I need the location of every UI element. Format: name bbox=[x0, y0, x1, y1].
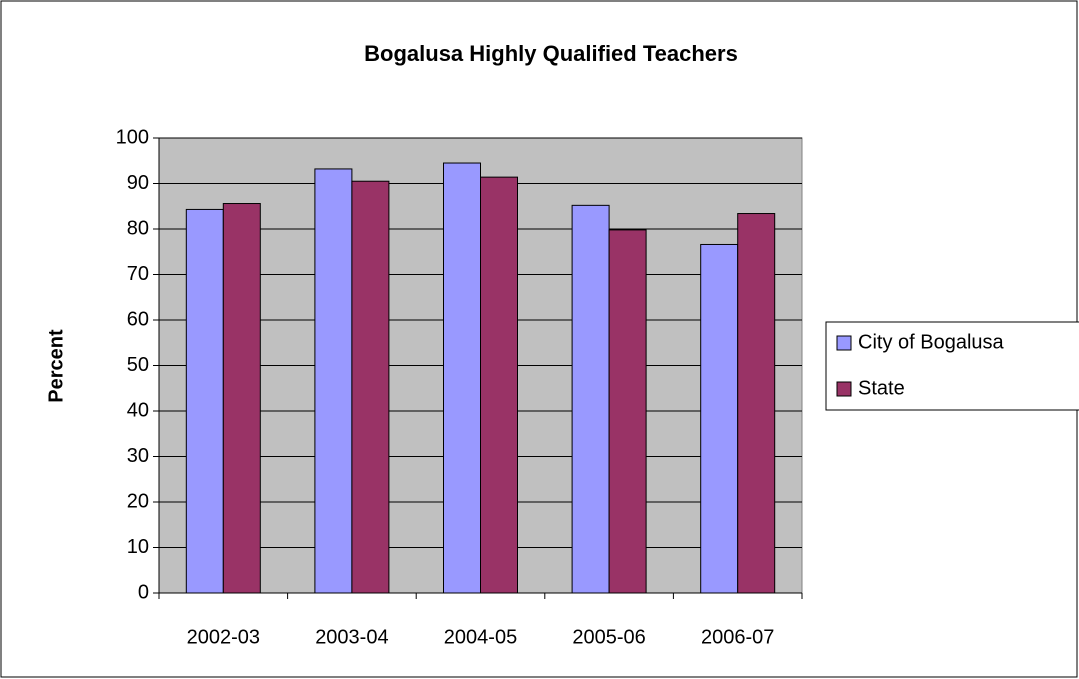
x-tick-label: 2003-04 bbox=[315, 626, 388, 648]
x-tick-label: 2006-07 bbox=[701, 626, 774, 648]
y-tick-label: 10 bbox=[127, 536, 149, 558]
legend-label: State bbox=[858, 377, 905, 399]
y-tick-label: 70 bbox=[127, 263, 149, 285]
legend-box bbox=[825, 321, 1079, 411]
chart-title: Bogalusa Highly Qualified Teachers bbox=[364, 41, 738, 66]
bar bbox=[351, 180, 390, 594]
bar bbox=[314, 168, 353, 594]
bar bbox=[700, 243, 739, 594]
bar bbox=[480, 176, 518, 594]
y-tick-label: 80 bbox=[127, 217, 149, 239]
y-tick-label: 40 bbox=[127, 399, 149, 421]
legend-swatch bbox=[836, 381, 852, 397]
x-tick-label: 2002-03 bbox=[187, 626, 260, 648]
y-tick-label: 20 bbox=[127, 490, 149, 512]
y-tick-label: 100 bbox=[116, 126, 149, 148]
y-axis-label: Percent bbox=[45, 329, 67, 403]
bar bbox=[222, 203, 261, 594]
legend-label: City of Bogalusa bbox=[858, 331, 1005, 353]
bar bbox=[443, 162, 481, 594]
y-tick-label: 30 bbox=[127, 445, 149, 467]
y-tick-label: 90 bbox=[127, 172, 149, 194]
y-tick-label: 50 bbox=[127, 354, 149, 376]
bar bbox=[185, 208, 224, 594]
x-tick-label: 2005-06 bbox=[572, 626, 645, 648]
bar bbox=[737, 213, 776, 594]
y-tick-label: 0 bbox=[138, 581, 149, 603]
legend-swatch bbox=[836, 335, 852, 351]
x-tick-label: 2004-05 bbox=[444, 626, 517, 648]
bar bbox=[608, 229, 647, 594]
bar bbox=[571, 204, 610, 594]
y-tick-label: 60 bbox=[127, 308, 149, 330]
